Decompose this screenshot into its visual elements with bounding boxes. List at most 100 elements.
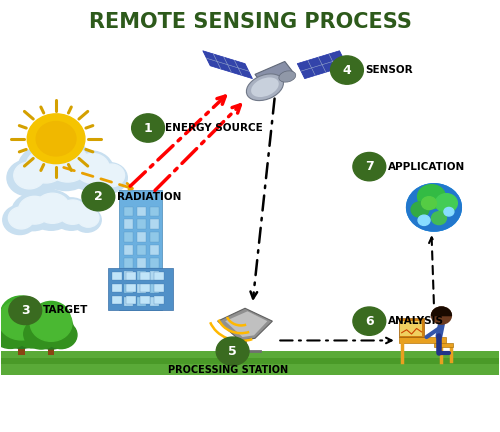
FancyBboxPatch shape <box>126 296 136 304</box>
Circle shape <box>0 306 46 349</box>
Circle shape <box>72 207 101 232</box>
Circle shape <box>0 315 30 349</box>
FancyBboxPatch shape <box>140 272 150 280</box>
Text: 6: 6 <box>365 314 374 327</box>
Circle shape <box>36 121 76 156</box>
Circle shape <box>0 296 42 332</box>
FancyBboxPatch shape <box>124 232 134 242</box>
FancyBboxPatch shape <box>154 296 164 304</box>
Circle shape <box>46 145 89 182</box>
Circle shape <box>422 197 436 210</box>
Ellipse shape <box>251 77 279 97</box>
FancyBboxPatch shape <box>124 284 134 293</box>
FancyBboxPatch shape <box>108 267 173 311</box>
FancyBboxPatch shape <box>2 358 498 364</box>
Circle shape <box>406 184 462 231</box>
FancyBboxPatch shape <box>138 258 146 267</box>
Circle shape <box>32 302 70 334</box>
Circle shape <box>28 190 74 230</box>
FancyBboxPatch shape <box>150 297 160 306</box>
FancyBboxPatch shape <box>18 330 25 356</box>
FancyBboxPatch shape <box>138 232 146 242</box>
FancyBboxPatch shape <box>138 219 146 229</box>
FancyBboxPatch shape <box>124 297 134 306</box>
FancyBboxPatch shape <box>400 321 422 336</box>
Circle shape <box>418 184 446 209</box>
Text: APPLICATION: APPLICATION <box>388 162 466 172</box>
Circle shape <box>82 183 115 211</box>
Circle shape <box>68 151 114 191</box>
Text: 1: 1 <box>144 121 152 134</box>
Circle shape <box>444 207 454 216</box>
FancyBboxPatch shape <box>2 351 498 375</box>
Text: 5: 5 <box>228 345 237 358</box>
Circle shape <box>353 152 386 181</box>
FancyBboxPatch shape <box>150 271 160 280</box>
Wedge shape <box>432 307 452 316</box>
Text: 4: 4 <box>342 64 351 76</box>
Circle shape <box>406 184 462 231</box>
Text: PROCESSING STATION: PROCESSING STATION <box>168 365 288 375</box>
Polygon shape <box>225 311 268 337</box>
Circle shape <box>58 200 86 224</box>
Circle shape <box>26 149 66 183</box>
Circle shape <box>14 318 50 348</box>
Text: SENSOR: SENSOR <box>366 65 413 75</box>
FancyBboxPatch shape <box>112 296 122 304</box>
Text: TARGET: TARGET <box>42 305 88 315</box>
FancyBboxPatch shape <box>126 284 136 292</box>
FancyBboxPatch shape <box>150 284 160 293</box>
Circle shape <box>353 307 386 335</box>
Text: ENERGY SOURCE: ENERGY SOURCE <box>166 123 263 133</box>
FancyBboxPatch shape <box>48 332 54 356</box>
FancyBboxPatch shape <box>150 245 160 254</box>
FancyBboxPatch shape <box>124 219 134 229</box>
Circle shape <box>132 114 164 142</box>
Text: ANALYSIS: ANALYSIS <box>388 316 444 326</box>
Circle shape <box>3 205 37 235</box>
FancyBboxPatch shape <box>138 297 146 306</box>
Text: 2: 2 <box>94 190 102 203</box>
FancyBboxPatch shape <box>140 296 150 304</box>
FancyBboxPatch shape <box>154 272 164 280</box>
Circle shape <box>98 164 124 187</box>
Circle shape <box>27 114 85 164</box>
Circle shape <box>45 321 77 349</box>
FancyBboxPatch shape <box>112 284 122 292</box>
Circle shape <box>432 307 452 324</box>
FancyBboxPatch shape <box>399 318 424 337</box>
Circle shape <box>8 207 34 229</box>
Text: 3: 3 <box>21 304 29 317</box>
FancyBboxPatch shape <box>150 232 160 242</box>
Circle shape <box>18 146 70 191</box>
FancyBboxPatch shape <box>399 337 446 343</box>
FancyBboxPatch shape <box>138 206 146 216</box>
FancyBboxPatch shape <box>150 206 160 216</box>
Circle shape <box>432 212 446 225</box>
FancyBboxPatch shape <box>434 343 453 347</box>
FancyBboxPatch shape <box>124 258 134 267</box>
Circle shape <box>12 194 54 231</box>
Circle shape <box>30 305 72 341</box>
FancyBboxPatch shape <box>120 190 162 311</box>
Polygon shape <box>255 61 295 87</box>
Circle shape <box>24 319 58 349</box>
Circle shape <box>78 209 99 227</box>
Polygon shape <box>203 51 252 79</box>
Circle shape <box>75 153 110 183</box>
Circle shape <box>0 300 44 340</box>
FancyBboxPatch shape <box>140 284 150 292</box>
Polygon shape <box>218 308 272 340</box>
Circle shape <box>28 311 74 349</box>
Circle shape <box>411 202 429 217</box>
FancyBboxPatch shape <box>124 245 134 254</box>
Circle shape <box>52 198 90 230</box>
Circle shape <box>38 141 94 191</box>
FancyBboxPatch shape <box>138 245 146 254</box>
Polygon shape <box>297 51 347 79</box>
Circle shape <box>436 194 458 213</box>
FancyBboxPatch shape <box>124 271 134 280</box>
Circle shape <box>92 163 128 193</box>
FancyBboxPatch shape <box>150 258 160 267</box>
Circle shape <box>330 56 364 84</box>
